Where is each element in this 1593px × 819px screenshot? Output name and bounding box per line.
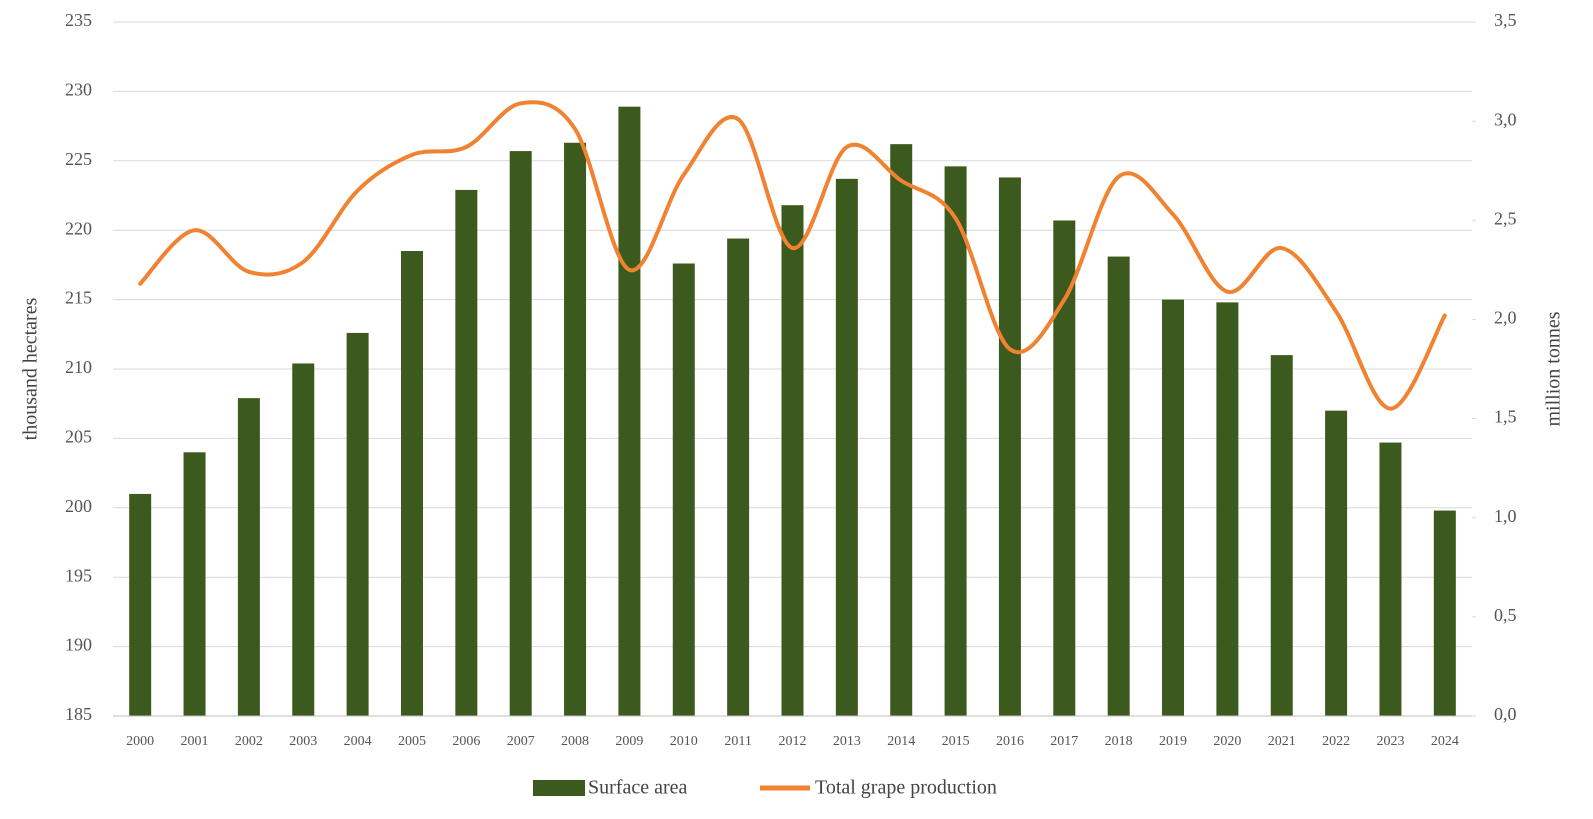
bar	[292, 363, 315, 716]
x-tick-label: 2013	[833, 734, 861, 749]
x-tick-label: 2001	[181, 734, 209, 749]
x-tick-label: 2011	[724, 734, 751, 749]
x-tick-label: 2023	[1376, 734, 1404, 749]
bar	[1325, 410, 1348, 716]
x-tick-label: 2007	[507, 734, 535, 749]
x-tick-label: 2003	[289, 734, 317, 749]
y2-tick-label: 2,0	[1494, 308, 1517, 328]
y-tick-label: 195	[65, 565, 92, 585]
y2-tick-label: 1,5	[1494, 407, 1517, 427]
bar	[400, 251, 423, 716]
y-tick-label: 225	[65, 149, 92, 169]
x-tick-label: 2004	[344, 734, 372, 749]
x-tick-label: 2010	[670, 734, 698, 749]
bar	[998, 177, 1021, 716]
bar	[237, 398, 260, 716]
bar	[1433, 510, 1456, 716]
bar	[944, 166, 967, 717]
x-tick-label: 2009	[615, 734, 643, 749]
y-tick-label: 200	[65, 496, 92, 516]
bar	[1107, 256, 1130, 716]
bar	[727, 238, 750, 716]
y2-tick-label: 0,5	[1494, 605, 1517, 625]
bar	[1379, 442, 1402, 716]
bar	[781, 205, 804, 716]
legend-label: Surface area	[588, 777, 687, 799]
x-tick-label: 2019	[1159, 734, 1187, 749]
bar	[890, 144, 913, 717]
x-tick-label: 2017	[1050, 734, 1078, 749]
bar	[455, 189, 478, 716]
y-tick-label: 190	[65, 635, 92, 655]
y2-tick-label: 2,5	[1494, 208, 1517, 228]
bar	[183, 452, 206, 716]
bar	[1216, 302, 1239, 716]
line	[138, 100, 1447, 411]
x-tick-label: 2005	[398, 734, 426, 749]
x-tick-label: 2024	[1431, 734, 1459, 749]
x-tick-label: 2020	[1213, 734, 1241, 749]
x-tick-label: 2012	[779, 734, 807, 749]
bar	[1053, 220, 1076, 716]
y-axis-label: thousand hectares	[20, 297, 42, 440]
legend-label: Total grape production	[815, 777, 997, 799]
bar	[1270, 355, 1293, 716]
y2-tick-label: 1,0	[1494, 506, 1517, 526]
bar	[346, 332, 369, 716]
bar	[129, 493, 152, 716]
bar	[509, 151, 532, 717]
y-tick-label: 210	[65, 357, 92, 377]
bar	[618, 106, 641, 717]
x-tick-label: 2022	[1322, 734, 1350, 749]
y2-axis-label: million tonnes	[1543, 311, 1565, 426]
x-tick-label: 2006	[452, 734, 480, 749]
y-tick-label: 230	[65, 80, 92, 100]
x-tick-label: 2014	[887, 734, 915, 749]
x-tick-label: 2015	[942, 734, 970, 749]
bar	[672, 263, 695, 716]
y-tick-label: 205	[65, 427, 92, 447]
x-tick-label: 2002	[235, 734, 263, 749]
x-tick-label: 2018	[1105, 734, 1133, 749]
x-tick-label: 2008	[561, 734, 589, 749]
x-tick-label: 2000	[126, 734, 154, 749]
y2-tick-label: 3,5	[1494, 10, 1517, 30]
y-tick-label: 235	[65, 10, 92, 30]
bar	[1162, 299, 1185, 716]
y2-tick-label: 0,0	[1494, 704, 1517, 724]
bar	[835, 178, 858, 716]
legend-swatch	[533, 780, 585, 796]
x-tick-label: 2021	[1268, 734, 1296, 749]
y-tick-label: 220	[65, 218, 92, 238]
y2-tick-label: 3,0	[1494, 109, 1517, 129]
y-tick-label: 185	[65, 704, 92, 724]
y-tick-label: 215	[65, 288, 92, 308]
bar	[564, 142, 587, 717]
x-tick-label: 2016	[996, 734, 1024, 749]
